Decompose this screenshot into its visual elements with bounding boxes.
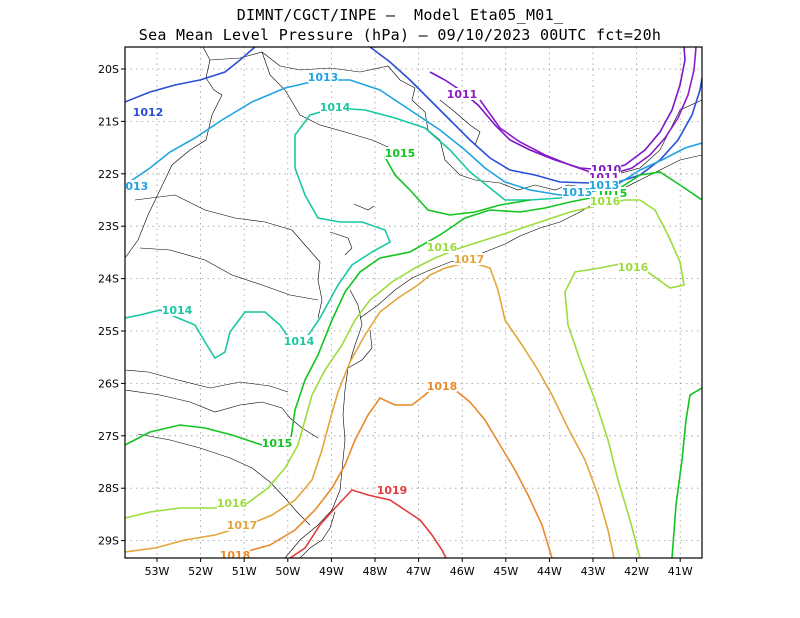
- borders: [125, 47, 702, 558]
- isobar-label-1014: 1014: [162, 304, 193, 317]
- isobar-label-1013: 1013: [589, 179, 620, 192]
- isobar-label-1016: 1016: [217, 497, 248, 510]
- map-frame: [124, 46, 703, 559]
- lon-tick-label: 47W: [406, 565, 431, 578]
- isobar-label-1013: 1013: [562, 186, 593, 199]
- lon-tick-label: 48W: [363, 565, 388, 578]
- lat-tick-label: 22S: [98, 168, 119, 181]
- lat-tick-label: 25S: [98, 325, 119, 338]
- lon-tick-label: 49W: [319, 565, 344, 578]
- isobar-1019: [289, 489, 447, 558]
- lon-tick-label: 41W: [668, 565, 693, 578]
- lon-tick-label: 42W: [624, 565, 649, 578]
- isobar-label-1014: 1014: [320, 101, 351, 114]
- isobars: [125, 47, 702, 558]
- lon-tick-label: 43W: [581, 565, 606, 578]
- isobar-label-1015: 1015: [385, 147, 416, 160]
- isobar-label-1015: 1015: [262, 437, 293, 450]
- isobar-label-1019: 1019: [377, 484, 408, 497]
- isobar-1015: [125, 156, 702, 558]
- isobar-1013: [125, 79, 702, 196]
- lat-tick-label: 28S: [98, 482, 119, 495]
- contour-labels: 1011101210131013101410151010101110121013…: [118, 71, 649, 562]
- isobar-label-1016: 1016: [427, 241, 458, 254]
- isobar-label-1014: 1014: [284, 335, 315, 348]
- lat-tick-label: 29S: [98, 535, 119, 548]
- isobar-label-1016: 1016: [590, 195, 621, 208]
- isobar-label-1011: 1011: [447, 88, 478, 101]
- lon-tick-label: 52W: [188, 565, 213, 578]
- lat-tick-label: 26S: [98, 377, 119, 390]
- isobar-label-1016: 1016: [618, 261, 649, 274]
- map-title: DIMNT/CGCT/INPE – Model Eta05_M01_: [236, 6, 564, 24]
- isobar-1011: [479, 47, 697, 175]
- isobar-1010: [429, 47, 686, 171]
- isobar-label-1013: 1013: [118, 180, 149, 193]
- lon-tick-label: 51W: [232, 565, 257, 578]
- lon-tick-label: 44W: [537, 565, 562, 578]
- lon-tick-label: 46W: [450, 565, 475, 578]
- lat-tick-label: 27S: [98, 430, 119, 443]
- isobar-label-1017: 1017: [454, 253, 485, 266]
- axis-ticks: 53W 52W 51W 50W 49W 48W 47W 46W 45W 44W 43W 42W 41W 2…: [98, 63, 693, 578]
- lon-tick-label: 45W: [493, 565, 518, 578]
- isobar-1018: [221, 384, 553, 558]
- isobar-label-1018: 1018: [427, 380, 458, 393]
- lat-tick-label: 20S: [98, 63, 119, 76]
- lon-tick-label: 50W: [275, 565, 300, 578]
- isobar-label-1013: 1013: [308, 71, 339, 84]
- map-subtitle: Sea Mean Level Pressure (hPa) – 09/10/20…: [138, 26, 662, 44]
- isobar-label-1017: 1017: [227, 519, 258, 532]
- isobar-1014: [125, 107, 581, 360]
- isobar-label-1012: 1012: [133, 106, 164, 119]
- lat-tick-label: 23S: [98, 220, 119, 233]
- isobar-label-1018: 1018: [220, 549, 251, 562]
- lat-tick-label: 21S: [98, 115, 119, 128]
- isobar-1012: [125, 47, 702, 184]
- isobar-1017: [125, 261, 615, 558]
- lat-tick-label: 24S: [98, 273, 119, 286]
- lon-tick-label: 53W: [145, 565, 170, 578]
